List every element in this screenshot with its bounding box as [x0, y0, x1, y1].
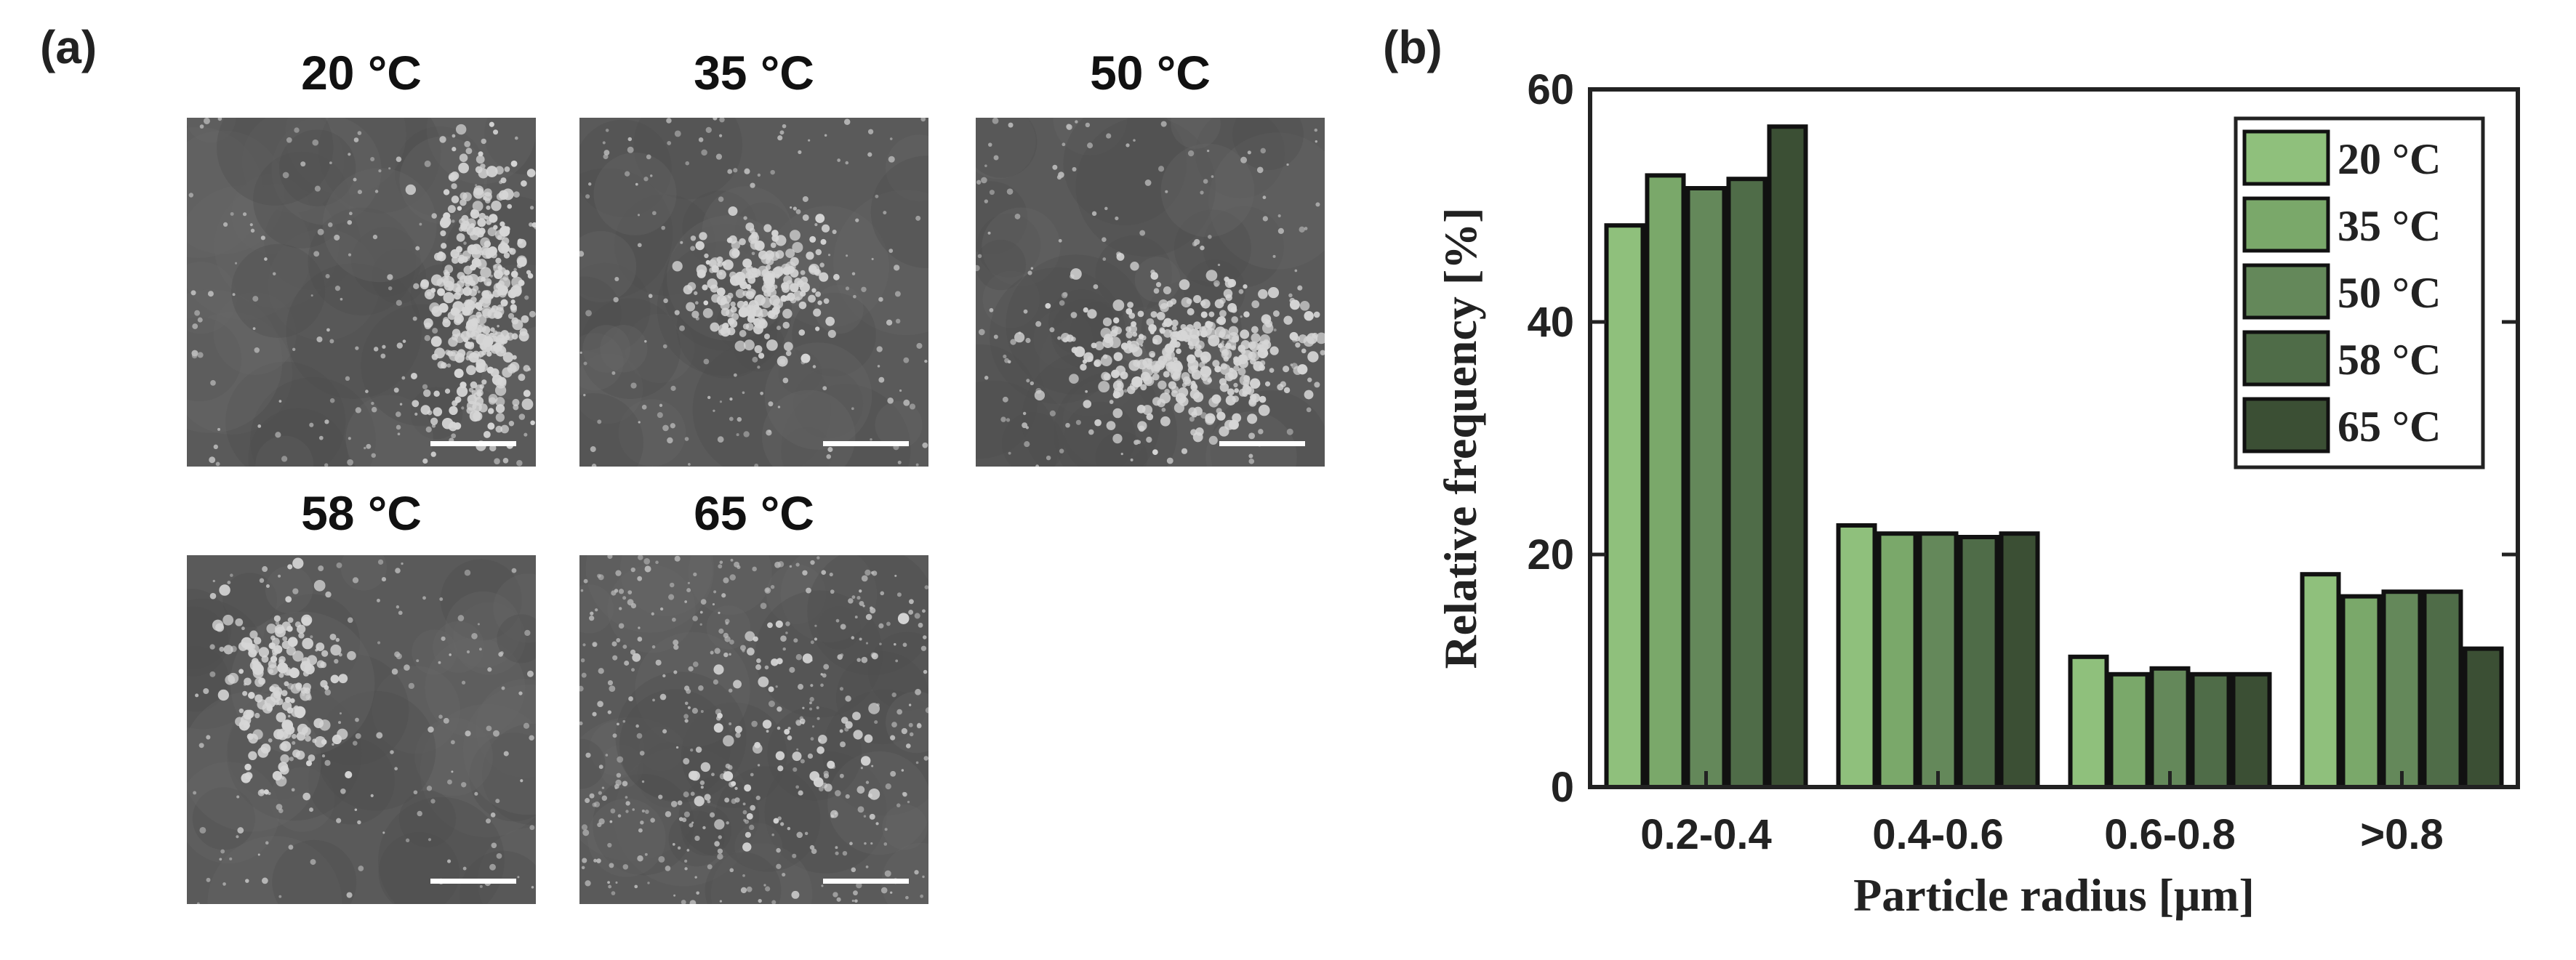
- micrograph-65c: [579, 555, 928, 904]
- micrograph-title-58c: 58 °C: [301, 486, 422, 540]
- y-tick-label: 20: [1527, 531, 1574, 578]
- bar: [1685, 186, 1727, 789]
- bar: [1999, 531, 2040, 789]
- micrograph-20c: [187, 118, 536, 467]
- legend-swatch: [2242, 129, 2330, 186]
- bar: [1645, 173, 1686, 789]
- legend-label: 35 °C: [2338, 202, 2441, 250]
- x-axis-label: Particle radius [μm]: [1853, 869, 2255, 921]
- bar: [2381, 589, 2423, 789]
- legend-label: 65 °C: [2338, 403, 2441, 451]
- micrograph-image: [976, 118, 1325, 467]
- bar: [2340, 594, 2382, 789]
- micrograph-50c: [976, 118, 1325, 467]
- legend-swatch: [2242, 397, 2330, 453]
- x-tick-label: 0.6-0.8: [2104, 811, 2236, 858]
- panel-label-a: (a): [40, 21, 97, 73]
- micrograph-title-50c: 50 °C: [1090, 46, 1211, 100]
- legend-swatch: [2242, 330, 2330, 387]
- y-tick-label: 60: [1527, 66, 1574, 113]
- bar: [1877, 531, 1918, 789]
- x-tick-label: >0.8: [2360, 811, 2444, 858]
- bar: [1836, 523, 1877, 789]
- panel-label-b: (b): [1383, 21, 1443, 73]
- bar: [1767, 124, 1808, 789]
- micrograph-title-35c: 35 °C: [694, 46, 814, 100]
- legend: 20 °C 35 °C 50 °C 58 °C 65 °C: [2234, 116, 2485, 469]
- legend-swatch: [2242, 196, 2330, 253]
- scale-bar: [823, 879, 909, 884]
- micrograph-image: [579, 555, 928, 904]
- bar: [2108, 671, 2150, 789]
- scale-bar: [430, 441, 516, 446]
- x-tick-label: 0.2-0.4: [1640, 811, 1772, 858]
- legend-label: 58 °C: [2338, 336, 2441, 384]
- bars: [1604, 124, 2504, 789]
- legend-swatch: [2242, 263, 2330, 320]
- micrograph-image: [579, 118, 928, 467]
- micrograph-image: [187, 118, 536, 467]
- legend-label: 20 °C: [2338, 135, 2441, 183]
- scale-bar: [823, 441, 909, 446]
- bar: [2231, 671, 2272, 789]
- y-tick-label: 0: [1551, 764, 1574, 811]
- bar: [1726, 177, 1768, 789]
- micrograph-58c: [187, 555, 536, 904]
- plot-frame: [1588, 87, 2520, 789]
- x-tick-label: 0.4-0.6: [1872, 811, 2004, 858]
- scale-bar: [1219, 441, 1305, 446]
- bar: [2463, 646, 2504, 789]
- legend-label: 50 °C: [2338, 269, 2441, 317]
- bar: [1917, 531, 1959, 789]
- bar: [1604, 223, 1645, 789]
- micrograph-35c: [579, 118, 928, 467]
- bar: [2300, 572, 2341, 789]
- micrograph-title-65c: 65 °C: [694, 486, 814, 540]
- bar: [2149, 666, 2191, 789]
- bar: [2190, 671, 2231, 789]
- scale-bar: [430, 879, 516, 884]
- bar: [2068, 654, 2109, 789]
- y-tick-label: 40: [1527, 299, 1574, 346]
- micrograph-image: [187, 555, 536, 904]
- bar: [2422, 589, 2463, 789]
- bar: [1958, 535, 1999, 789]
- micrograph-title-20c: 20 °C: [301, 46, 422, 100]
- y-axis-label: Relative frequency [%]: [1435, 207, 1486, 669]
